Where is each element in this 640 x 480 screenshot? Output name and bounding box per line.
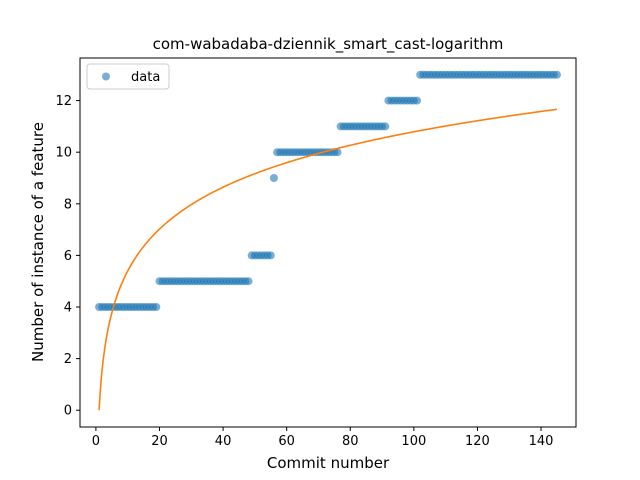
x-tick-label: 140 <box>529 434 554 449</box>
y-tick-label: 4 <box>64 301 72 316</box>
data-point <box>269 173 278 182</box>
y-tick-label: 0 <box>64 404 72 419</box>
plot-area: 0 20 40 60 80 100 120 140 0 2 4 6 8 10 12 data <box>55 57 577 449</box>
data-point <box>152 303 161 312</box>
y-tick-label: 6 <box>64 249 72 264</box>
y-tick-label: 12 <box>55 94 72 109</box>
x-tick-label: 60 <box>278 434 295 449</box>
fit-line <box>98 108 558 411</box>
y-tick-label: 10 <box>55 146 72 161</box>
x-tick-label: 0 <box>92 434 100 449</box>
x-tick-label: 20 <box>151 434 168 449</box>
legend: data <box>86 63 170 90</box>
x-tick-label: 80 <box>342 434 359 449</box>
x-tick-label: 120 <box>465 434 490 449</box>
plot-frame <box>79 57 577 428</box>
data-point <box>244 277 253 286</box>
legend-box <box>86 63 170 90</box>
data-point <box>333 148 342 157</box>
chart-title: com-wabadaba-dziennik_smart_cast-logarit… <box>153 35 504 54</box>
data-point <box>381 122 390 131</box>
legend-marker <box>102 72 110 81</box>
y-axis-label: Number of instance of a feature <box>29 122 47 362</box>
data-point <box>413 96 422 105</box>
data-point <box>266 251 275 260</box>
data-point <box>552 70 561 79</box>
x-axis-label: Commit number <box>267 454 390 472</box>
y-tick-label: 8 <box>64 197 72 212</box>
x-tick-label: 40 <box>215 434 232 449</box>
x-tick-label: 100 <box>401 434 426 449</box>
y-tick-label: 2 <box>64 352 72 367</box>
legend-label: data <box>131 70 160 85</box>
